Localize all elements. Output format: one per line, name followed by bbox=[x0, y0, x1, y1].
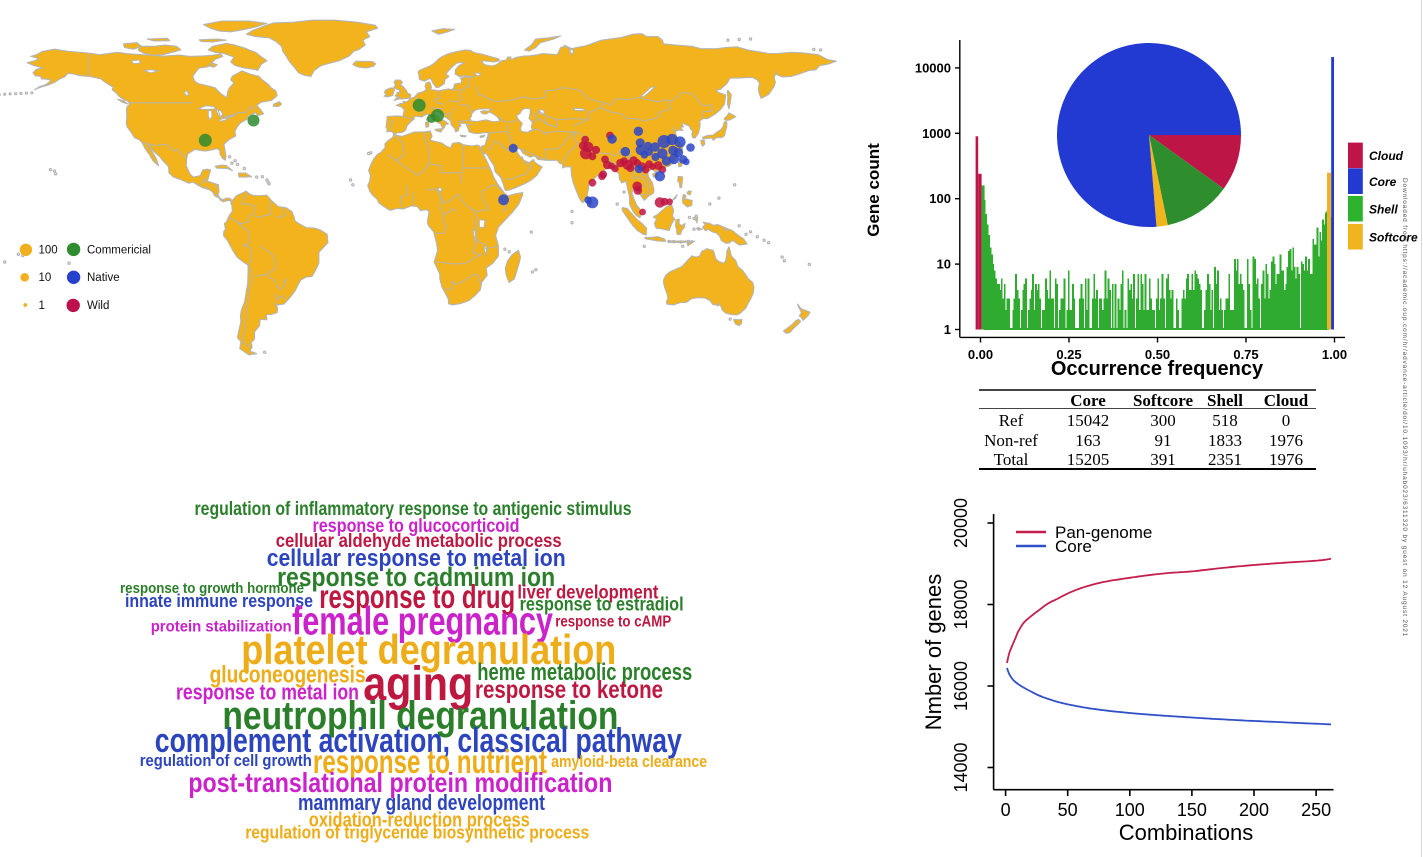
svg-text:protein stabilization: protein stabilization bbox=[151, 618, 292, 635]
svg-text:0.00: 0.00 bbox=[968, 347, 993, 362]
svg-text:cellular aldehyde metabolic pr: cellular aldehyde metabolic process bbox=[276, 531, 562, 552]
svg-text:Softcore: Softcore bbox=[1369, 230, 1418, 244]
svg-text:Native: Native bbox=[87, 272, 120, 284]
svg-text:Wild: Wild bbox=[87, 300, 109, 312]
svg-text:response to glucocorticoid: response to glucocorticoid bbox=[313, 516, 520, 537]
svg-text:18000: 18000 bbox=[951, 579, 971, 629]
svg-text:0.25: 0.25 bbox=[1056, 347, 1081, 362]
svg-text:50: 50 bbox=[1058, 800, 1078, 820]
svg-text:regulation of triglyceride bio: regulation of triglyceride biosynthetic … bbox=[245, 822, 589, 842]
svg-text:Commericial: Commericial bbox=[87, 245, 151, 257]
svg-text:response to drug: response to drug bbox=[319, 578, 515, 615]
svg-text:regulation of inflammatory res: regulation of inflammatory response to a… bbox=[195, 499, 632, 520]
svg-text:cellular response to metal ion: cellular response to metal ion bbox=[267, 545, 566, 572]
svg-text:post-translational protein mod: post-translational protein modification bbox=[188, 767, 612, 798]
svg-text:Gene count: Gene count bbox=[864, 143, 883, 237]
svg-text:response to ketone: response to ketone bbox=[475, 676, 663, 704]
svg-text:innate immune response: innate immune response bbox=[125, 591, 313, 611]
svg-text:200: 200 bbox=[1239, 800, 1269, 820]
svg-text:gluconeogenesis: gluconeogenesis bbox=[210, 662, 366, 689]
svg-text:aging: aging bbox=[363, 658, 473, 711]
svg-text:0: 0 bbox=[1001, 800, 1011, 820]
svg-text:platelet degranulation: platelet degranulation bbox=[241, 626, 616, 673]
svg-text:complement activation, classic: complement activation, classical pathway bbox=[155, 722, 682, 760]
svg-text:Cloud: Cloud bbox=[1369, 149, 1404, 163]
svg-text:response to cAMP: response to cAMP bbox=[555, 614, 671, 631]
svg-text:1.00: 1.00 bbox=[1322, 347, 1347, 362]
svg-text:oxidation-reduction process: oxidation-reduction process bbox=[309, 809, 530, 831]
svg-text:liver development: liver development bbox=[517, 583, 659, 604]
svg-text:regulation of cell growth: regulation of cell growth bbox=[140, 751, 312, 770]
svg-text:16000: 16000 bbox=[951, 661, 971, 711]
svg-text:mammary gland development: mammary gland development bbox=[298, 790, 546, 815]
svg-text:Nmber of genes: Nmber of genes bbox=[921, 574, 946, 731]
svg-text:0.75: 0.75 bbox=[1233, 347, 1258, 362]
svg-text:heme metabolic process: heme metabolic process bbox=[477, 659, 692, 686]
svg-text:150: 150 bbox=[1177, 800, 1207, 820]
svg-text:response to nutrient: response to nutrient bbox=[313, 743, 547, 780]
svg-text:response to metal ion: response to metal ion bbox=[176, 679, 359, 704]
svg-text:Combinations: Combinations bbox=[1119, 820, 1254, 845]
svg-text:1: 1 bbox=[39, 300, 45, 312]
svg-text:0.50: 0.50 bbox=[1145, 347, 1170, 362]
svg-text:Occurrence frequency: Occurrence frequency bbox=[1051, 358, 1264, 380]
svg-text:14000: 14000 bbox=[951, 742, 971, 792]
svg-text:Core: Core bbox=[1369, 175, 1397, 189]
svg-text:amyloid-beta clearance: amyloid-beta clearance bbox=[551, 752, 707, 771]
svg-text:response to growth hormone: response to growth hormone bbox=[120, 580, 304, 597]
svg-text:Core: Core bbox=[1055, 537, 1092, 556]
svg-text:1000: 1000 bbox=[922, 126, 951, 141]
svg-text:female pregnancy: female pregnancy bbox=[292, 600, 554, 644]
svg-text:Shell: Shell bbox=[1369, 202, 1398, 216]
svg-text:10000: 10000 bbox=[915, 60, 951, 75]
svg-text:20000: 20000 bbox=[951, 498, 971, 548]
svg-text:100: 100 bbox=[929, 191, 951, 206]
svg-text:neutrophil degranulation: neutrophil degranulation bbox=[222, 694, 618, 738]
svg-text:250: 250 bbox=[1301, 800, 1331, 820]
svg-text:response to estradiol: response to estradiol bbox=[520, 594, 684, 615]
svg-text:Pan-genome: Pan-genome bbox=[1055, 523, 1152, 542]
svg-text:1: 1 bbox=[944, 322, 951, 337]
svg-text:10: 10 bbox=[39, 272, 52, 284]
svg-text:100: 100 bbox=[1115, 800, 1145, 820]
svg-text:100: 100 bbox=[39, 245, 58, 257]
svg-text:response to cadmium ion: response to cadmium ion bbox=[277, 562, 555, 592]
svg-text:10: 10 bbox=[937, 257, 951, 272]
